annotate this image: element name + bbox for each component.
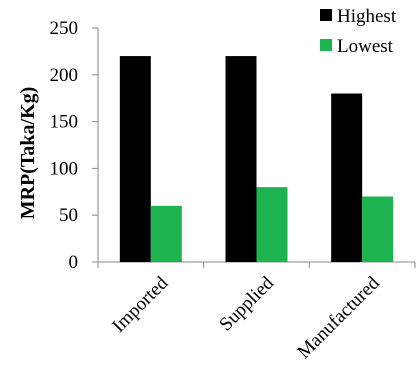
legend-label-lowest: Lowest [337, 36, 394, 57]
legend-label-highest: Highest [337, 6, 397, 27]
y-tick-label: 100 [50, 158, 79, 179]
y-tick-label: 50 [59, 205, 78, 226]
bar-lowest-supplied [256, 187, 288, 262]
legend-swatch-highest [320, 9, 332, 21]
bar-lowest-imported [150, 205, 182, 262]
bar-lowest-manufactured [362, 196, 394, 262]
y-tick-label: 0 [69, 252, 79, 273]
bar-highest-manufactured [331, 93, 363, 263]
y-tick-label: 250 [50, 18, 79, 39]
y-axis-ticks: 0 50 100 150 200 250 [50, 18, 98, 273]
bar-highest-imported [119, 56, 151, 262]
x-axis-ticks [97, 262, 416, 268]
legend: Highest Lowest [320, 6, 397, 57]
category-label: Supplied [215, 272, 278, 335]
category-labels: Imported Supplied Manufactured [108, 272, 384, 363]
legend-swatch-lowest [320, 39, 332, 51]
category-label: Manufactured [294, 272, 385, 363]
bar-highest-supplied [225, 56, 257, 262]
category-label: Imported [108, 272, 172, 336]
y-tick-label: 150 [50, 112, 79, 133]
y-axis-title: MRP(Taka/Kg) [17, 87, 39, 220]
plot-area: 0 50 100 150 200 250 Imported Supplied Manufact… [50, 18, 416, 363]
bars [119, 56, 394, 263]
y-tick-label: 200 [50, 65, 79, 86]
